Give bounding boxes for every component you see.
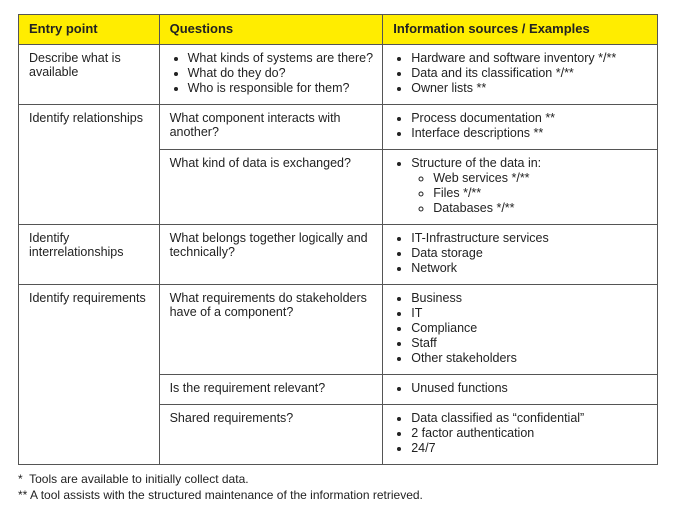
table-row: Identify requirementsWhat requirements d…	[19, 285, 658, 375]
source-item: Other stakeholders	[411, 351, 649, 365]
source-item: Data and its classification */**	[411, 66, 649, 80]
source-item: Hardware and software inventory */**	[411, 51, 649, 65]
col-header-sources: Information sources / Examples	[383, 15, 658, 45]
sources-cell: Hardware and software inventory */**Data…	[383, 45, 658, 105]
table-row: Identify interrelationshipsWhat belongs …	[19, 225, 658, 285]
source-item: IT	[411, 306, 649, 320]
source-item: Compliance	[411, 321, 649, 335]
questions-cell: What kinds of systems are there?What do …	[159, 45, 383, 105]
sources-cell: BusinessITComplianceStaffOther stakehold…	[383, 285, 658, 375]
question-item: What do they do?	[188, 66, 375, 80]
source-item: Process documentation **	[411, 111, 649, 125]
sources-cell: Structure of the data in:Web services */…	[383, 150, 658, 225]
entry-point-cell: Identify relationships	[19, 105, 160, 225]
entry-point-cell: Describe what is available	[19, 45, 160, 105]
sources-cell: Process documentation **Interface descri…	[383, 105, 658, 150]
sources-cell: Unused functions	[383, 375, 658, 405]
questions-cell: What component interacts with another?	[159, 105, 383, 150]
source-item: Network	[411, 261, 649, 275]
questions-cell: Is the requirement relevant?	[159, 375, 383, 405]
table-row: Describe what is availableWhat kinds of …	[19, 45, 658, 105]
source-item: 24/7	[411, 441, 649, 455]
questions-cell: Shared requirements?	[159, 405, 383, 465]
entry-point-cell: Identify requirements	[19, 285, 160, 465]
question-item: What kinds of systems are there?	[188, 51, 375, 65]
source-item: Data classified as “confidential”	[411, 411, 649, 425]
sources-cell: IT-Infrastructure servicesData storageNe…	[383, 225, 658, 285]
questions-cell: What kind of data is exchanged?	[159, 150, 383, 225]
source-item: Unused functions	[411, 381, 649, 395]
source-subitem: Files */**	[433, 186, 649, 200]
source-item: 2 factor authentication	[411, 426, 649, 440]
footnote-1: * Tools are available to initially colle…	[18, 471, 658, 487]
footnotes: * Tools are available to initially colle…	[18, 471, 658, 503]
source-item: Structure of the data in:Web services */…	[411, 156, 649, 215]
source-item: Interface descriptions **	[411, 126, 649, 140]
questions-cell: What belongs together logically and tech…	[159, 225, 383, 285]
questions-cell: What requirements do stakeholders have o…	[159, 285, 383, 375]
source-item: Owner lists **	[411, 81, 649, 95]
col-header-entry: Entry point	[19, 15, 160, 45]
source-item: Data storage	[411, 246, 649, 260]
table-row: Identify relationshipsWhat component int…	[19, 105, 658, 150]
footnote-2: ** A tool assists with the structured ma…	[18, 487, 658, 503]
sources-cell: Data classified as “confidential”2 facto…	[383, 405, 658, 465]
question-item: Who is responsible for them?	[188, 81, 375, 95]
source-item: Business	[411, 291, 649, 305]
source-item: IT-Infrastructure services	[411, 231, 649, 245]
info-sources-table: Entry point Questions Information source…	[18, 14, 658, 465]
source-item: Staff	[411, 336, 649, 350]
source-subitem: Databases */**	[433, 201, 649, 215]
source-subitem: Web services */**	[433, 171, 649, 185]
entry-point-cell: Identify interrelationships	[19, 225, 160, 285]
col-header-questions: Questions	[159, 15, 383, 45]
